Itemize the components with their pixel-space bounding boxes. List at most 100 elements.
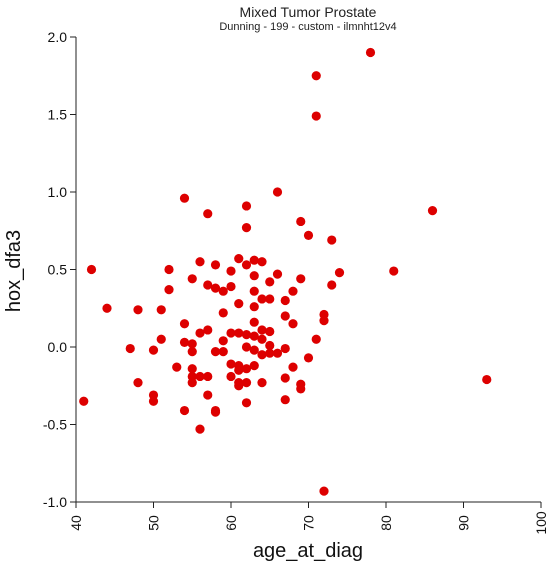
data-point — [195, 257, 205, 267]
data-point — [203, 371, 213, 382]
data-point — [218, 336, 228, 346]
data-point — [265, 294, 275, 304]
data-point — [241, 398, 252, 408]
chart-subtitle: Dunning - 199 - custom - ilmnht12v4 — [219, 21, 396, 33]
data-point — [203, 325, 213, 335]
data-point — [210, 347, 221, 357]
data-point — [272, 348, 283, 358]
data-point — [249, 302, 259, 312]
data-point — [272, 269, 283, 279]
data-point — [203, 209, 213, 219]
x-axis-label: age_at_diag — [253, 540, 363, 562]
data-point — [265, 340, 275, 351]
data-point — [296, 216, 306, 227]
data-point — [187, 371, 197, 382]
data-point — [79, 396, 89, 406]
data-point — [311, 334, 321, 344]
data-point — [226, 328, 236, 338]
data-point — [257, 334, 267, 344]
data-point — [218, 308, 228, 318]
data-point — [280, 295, 290, 306]
data-point — [234, 299, 244, 309]
data-point — [156, 334, 166, 344]
data-point — [482, 374, 492, 385]
data-point — [210, 407, 221, 417]
data-point — [288, 286, 298, 296]
data-point — [296, 384, 306, 394]
y-axis-label: hox_dfa3 — [3, 230, 25, 312]
data-point — [249, 271, 259, 281]
data-point — [172, 362, 182, 372]
data-point — [226, 281, 236, 292]
data-point — [148, 396, 159, 406]
data-point — [234, 328, 244, 338]
data-point — [234, 254, 244, 264]
y-tick-label: 0.0 — [48, 339, 68, 355]
data-point — [187, 347, 197, 357]
data-point — [327, 235, 337, 245]
data-point — [257, 350, 267, 360]
y-tick-label: -1.0 — [43, 494, 67, 510]
data-point — [241, 260, 252, 270]
data-point — [303, 230, 314, 240]
axes — [75, 37, 541, 503]
data-point — [257, 294, 267, 304]
y-tick-label: 0.5 — [48, 262, 68, 278]
data-point — [241, 330, 252, 340]
data-point — [296, 274, 306, 284]
data-point — [164, 285, 174, 295]
data-point — [389, 266, 399, 276]
data-point — [195, 328, 205, 338]
data-point — [195, 424, 205, 434]
data-point — [187, 364, 197, 374]
data-point — [257, 378, 267, 388]
data-point — [210, 260, 221, 270]
data-point — [234, 365, 244, 375]
data-point — [280, 395, 290, 405]
data-point — [241, 364, 252, 374]
data-point — [265, 326, 275, 337]
data-point — [226, 359, 236, 369]
data-point — [280, 343, 290, 354]
data-point — [280, 373, 290, 383]
y-tick-label: 1.5 — [48, 107, 68, 123]
data-point — [179, 193, 190, 203]
data-point — [164, 264, 174, 275]
y-axis-ticks: -1.0 -0.5 0.0 0.5 1.0 1.5 2.0 — [43, 29, 76, 510]
x-tick-label: 70 — [301, 515, 317, 531]
data-point — [133, 305, 143, 315]
data-point — [280, 311, 290, 321]
data-point — [311, 111, 321, 121]
x-tick-label: 40 — [68, 515, 84, 531]
data-point — [319, 486, 329, 496]
chart-title: Mixed Tumor Prostate — [240, 4, 377, 20]
data-point — [195, 371, 205, 382]
data-point — [179, 405, 190, 416]
data-point — [249, 345, 259, 355]
data-point — [187, 274, 197, 284]
data-point — [125, 343, 135, 354]
data-point — [265, 348, 275, 358]
x-tick-label: 50 — [146, 515, 162, 531]
data-point — [427, 206, 438, 216]
data-point — [334, 268, 345, 278]
data-point — [311, 71, 321, 81]
data-point — [203, 280, 213, 290]
data-point — [133, 378, 143, 388]
y-tick-label: 1.0 — [48, 184, 68, 200]
data-point — [210, 283, 221, 293]
data-point — [102, 303, 112, 313]
data-point — [187, 339, 197, 349]
data-point — [249, 255, 259, 265]
data-point — [241, 342, 252, 352]
data-point — [249, 286, 259, 296]
data-point — [257, 325, 267, 335]
data-point — [179, 319, 190, 329]
data-point — [86, 264, 97, 275]
data-point — [218, 347, 228, 357]
data-point — [241, 378, 252, 388]
data-point — [148, 345, 159, 355]
data-point — [226, 266, 236, 276]
data-point — [241, 223, 252, 233]
